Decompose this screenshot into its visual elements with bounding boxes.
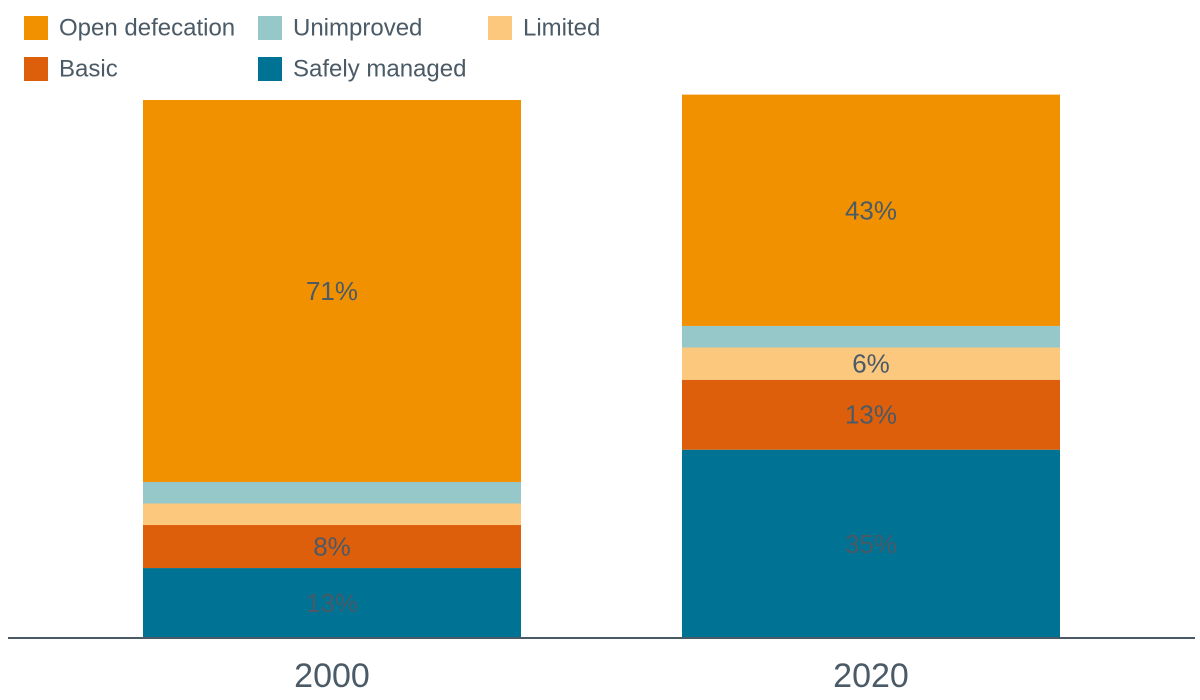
x-tick-label-2000: 2000 xyxy=(294,657,370,695)
legend-item-basic: Basic xyxy=(24,56,118,83)
segment-2000-limited xyxy=(143,503,521,526)
segment-2020-safely-managed xyxy=(682,449,1060,638)
bar-2000: 13% 8% 71% xyxy=(143,100,521,638)
data-label-2020-open-defecation: 43% xyxy=(845,195,897,225)
legend-label-open-defecation: Open defecation xyxy=(59,15,235,42)
legend-item-open-defecation: Open defecation xyxy=(24,15,235,42)
data-label-2000-safely-managed: 13% xyxy=(306,588,358,618)
legend-swatch-limited xyxy=(488,16,512,40)
segment-2000-basic xyxy=(143,525,521,569)
legend: Open defecation Unimproved Limited Basic Saf… xyxy=(24,15,600,83)
legend-swatch-safely-managed xyxy=(258,57,282,81)
plot-area: 13% 8% 71% 35% 13% 6% 43% xyxy=(143,94,1060,638)
x-tick-label-2020: 2020 xyxy=(833,657,909,695)
data-label-2020-limited: 6% xyxy=(852,349,890,379)
segment-2020-limited xyxy=(682,347,1060,380)
bar-2020: 35% 13% 6% 43% xyxy=(682,94,1060,638)
legend-label-safely-managed: Safely managed xyxy=(293,56,466,83)
segment-2020-unimproved xyxy=(682,325,1060,348)
segment-2020-open-defecation xyxy=(682,94,1060,326)
segment-2000-unimproved xyxy=(143,481,521,504)
legend-label-basic: Basic xyxy=(59,56,118,83)
legend-item-limited: Limited xyxy=(488,15,600,42)
segment-2000-open-defecation xyxy=(143,100,521,482)
legend-label-unimproved: Unimproved xyxy=(293,15,422,42)
segment-2000-safely-managed xyxy=(143,568,521,638)
legend-swatch-unimproved xyxy=(258,16,282,40)
x-axis-ticks: 2000 2020 xyxy=(294,657,909,695)
legend-item-unimproved: Unimproved xyxy=(258,15,422,42)
data-label-2000-open-defecation: 71% xyxy=(306,276,358,306)
data-label-2000-basic: 8% xyxy=(313,532,351,562)
legend-swatch-basic xyxy=(24,57,48,81)
data-label-2020-safely-managed: 35% xyxy=(845,529,897,559)
legend-swatch-open-defecation xyxy=(24,16,48,40)
legend-item-safely-managed: Safely managed xyxy=(258,56,466,83)
segment-2020-basic xyxy=(682,379,1060,450)
legend-label-limited: Limited xyxy=(523,15,600,42)
data-label-2020-basic: 13% xyxy=(845,400,897,430)
